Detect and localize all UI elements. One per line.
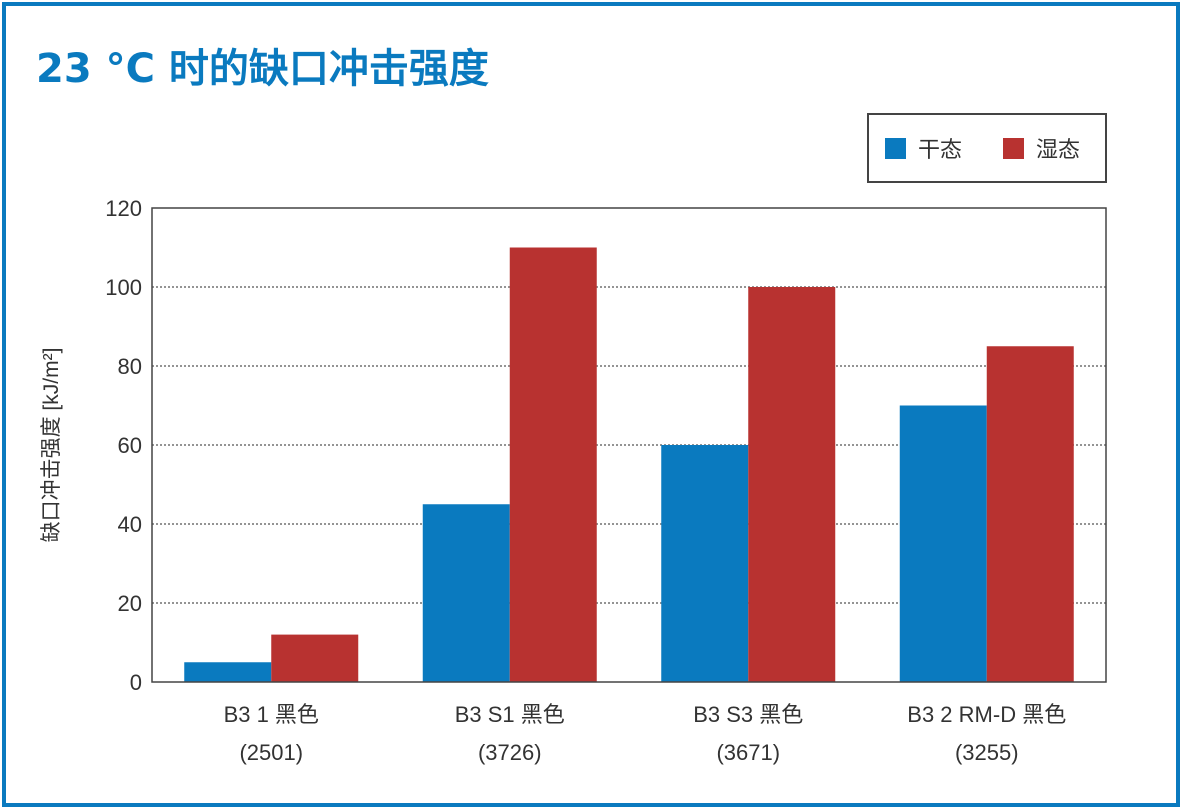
x-tick-label-code: (3671): [716, 740, 780, 765]
y-tick-label: 0: [130, 670, 142, 695]
legend-label-dry: 干态: [918, 137, 962, 162]
bar-dry: [899, 405, 987, 682]
legend-box: [867, 113, 1107, 183]
x-tick-label-code: (2501): [239, 740, 303, 765]
y-tick-label: 40: [118, 512, 142, 537]
bars: [184, 247, 1074, 682]
bar-dry: [184, 662, 272, 682]
y-tick-label: 120: [105, 196, 142, 221]
y-tick-labels: 0 20 40 60 80 100 120: [105, 196, 142, 695]
x-tick-label: B3 S3 黑色: [693, 702, 803, 727]
bar-dry: [422, 504, 510, 682]
plot-area: [151, 207, 1107, 683]
x-tick-label: B3 2 RM-D 黑色: [907, 702, 1066, 727]
y-tick-label: 100: [105, 275, 142, 300]
y-tick-label: 80: [118, 354, 142, 379]
x-tick-label-code: (3726): [478, 740, 542, 765]
chart-title: 23 °C 时的缺口冲击强度: [36, 46, 489, 92]
y-tick-label: 20: [118, 591, 142, 616]
x-tick-labels: B3 1 黑色 (2501) B3 S1 黑色 (3726) B3 S3 黑色 (3671…: [224, 702, 1067, 765]
y-tick-label: 60: [118, 433, 142, 458]
bar-dry: [661, 445, 749, 682]
gridlines: [152, 286, 1106, 604]
x-tick-label-code: (3255): [955, 740, 1019, 765]
legend-label-wet: 湿态: [1036, 137, 1080, 162]
legend-swatch-dry: [885, 138, 906, 159]
legend: 干态 湿态: [867, 113, 1107, 183]
x-tick-label: B3 1 黑色: [224, 702, 319, 727]
y-axis-label: 缺口冲击强度 [kJ/m²]: [40, 348, 63, 543]
bar-wet: [986, 346, 1074, 682]
legend-swatch-wet: [1003, 138, 1024, 159]
bar-wet: [748, 287, 836, 682]
bar-wet: [509, 247, 597, 682]
x-tick-label: B3 S1 黑色: [455, 702, 565, 727]
bar-wet: [271, 634, 359, 682]
